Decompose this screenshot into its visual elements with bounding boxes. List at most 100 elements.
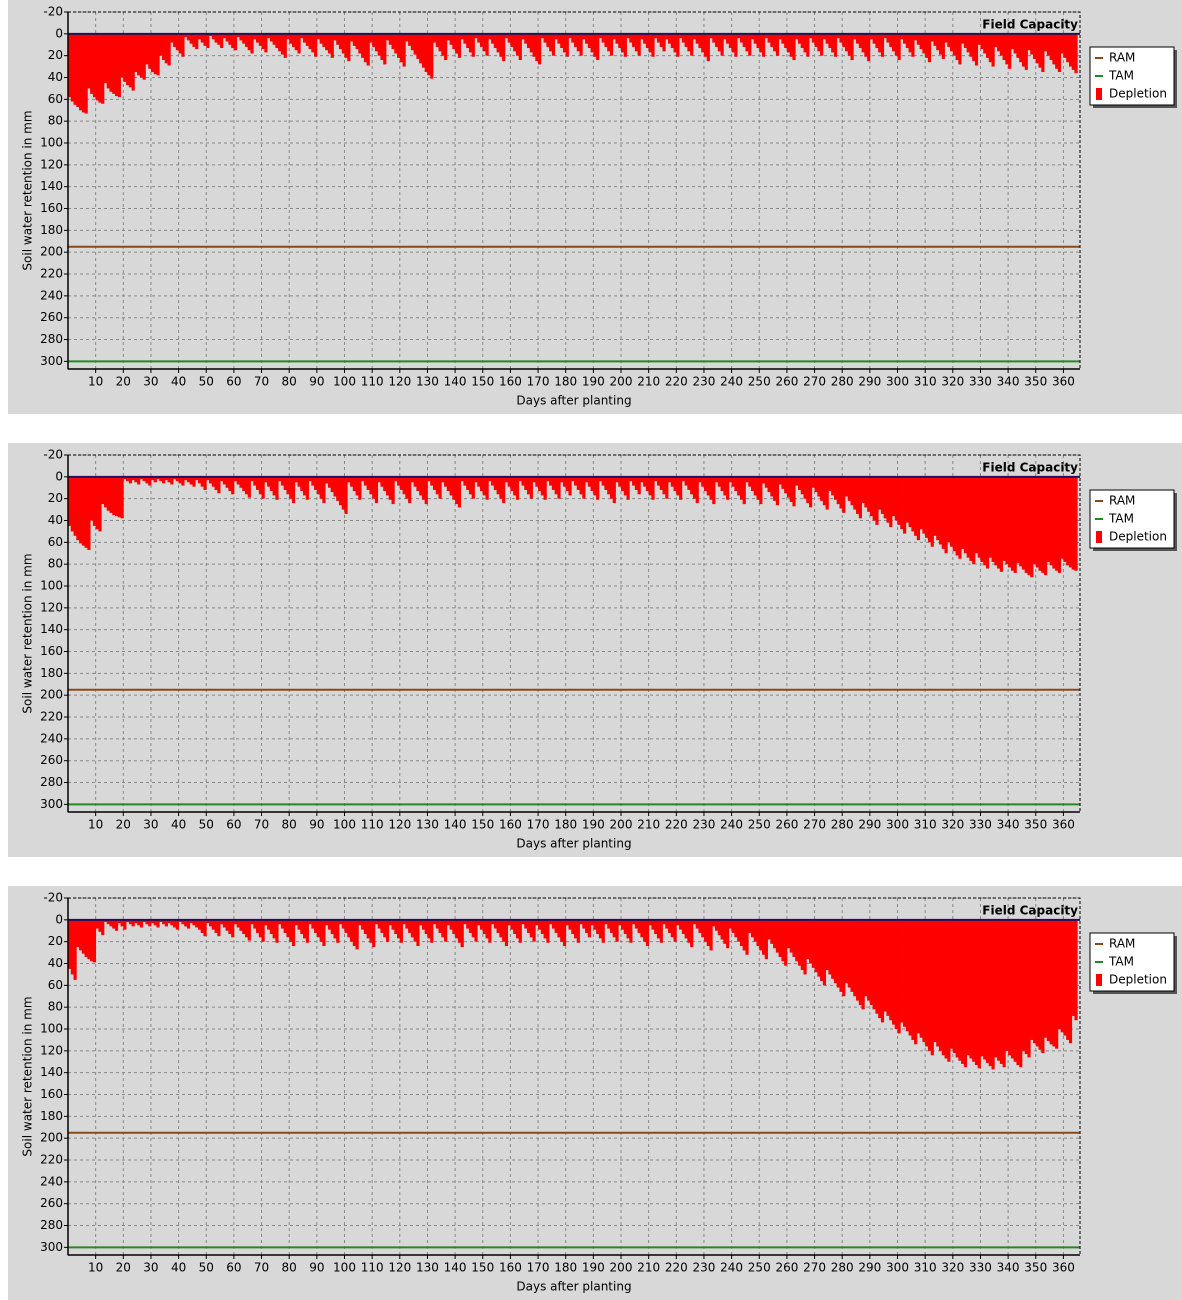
depletion-bar <box>864 476 868 508</box>
depletion-bar <box>438 33 442 52</box>
x-tick-label: 360 <box>1052 375 1075 389</box>
depletion-bar <box>92 476 97 526</box>
x-tick-label: 80 <box>282 818 297 832</box>
x-tick-label: 340 <box>997 375 1020 389</box>
depletion-bar <box>137 476 141 485</box>
depletion-bar <box>333 919 337 939</box>
depletion-bar <box>737 476 741 496</box>
depletion-bar <box>839 476 843 509</box>
depletion-bar <box>81 33 85 113</box>
depletion-bar <box>800 33 804 49</box>
y-tick-label: 160 <box>40 644 63 658</box>
depletion-bar <box>629 919 633 943</box>
depletion-bar <box>952 33 956 56</box>
depletion-bar <box>189 33 193 44</box>
depletion-bar <box>806 919 810 960</box>
x-axis-label: Days after planting <box>516 394 631 408</box>
depletion-bar <box>1052 476 1056 569</box>
depletion-bar <box>640 919 644 938</box>
x-tick-label: 160 <box>499 375 522 389</box>
depletion-bar <box>856 919 860 1001</box>
depletion-bar <box>269 33 274 42</box>
y-tick-label: 120 <box>40 600 63 614</box>
depletion-bar <box>867 476 871 512</box>
x-tick-label: 320 <box>941 818 964 832</box>
depletion-bar <box>867 33 871 62</box>
depletion-bar <box>529 33 533 53</box>
x-tick-label: 70 <box>254 818 269 832</box>
depletion-bar <box>759 33 763 53</box>
depletion-bar <box>338 476 343 506</box>
depletion-bar <box>247 33 251 51</box>
depletion-bar <box>789 476 793 502</box>
depletion-bar <box>1041 33 1045 73</box>
x-tick-label: 10 <box>88 375 103 389</box>
depletion-bar <box>927 919 932 1051</box>
depletion-bar <box>518 33 522 61</box>
depletion-bar <box>695 33 699 44</box>
depletion-bar <box>377 476 381 483</box>
x-tick-label: 250 <box>748 375 771 389</box>
depletion-bar <box>709 919 713 951</box>
depletion-bar <box>510 33 514 47</box>
depletion-bar <box>372 919 376 948</box>
depletion-bar <box>159 476 163 482</box>
x-tick-label: 210 <box>637 1261 660 1275</box>
depletion-bar <box>850 476 854 506</box>
depletion-bar <box>391 919 395 930</box>
depletion-bar <box>148 476 152 486</box>
depletion-bar <box>831 33 835 53</box>
depletion-bar <box>139 919 144 928</box>
depletion-bar <box>941 476 945 549</box>
depletion-bar <box>1010 476 1015 571</box>
depletion-bar <box>162 919 166 925</box>
depletion-bar <box>369 476 373 495</box>
depletion-bar <box>319 476 323 499</box>
depletion-bar <box>1019 476 1023 567</box>
depletion-bar <box>853 33 857 40</box>
depletion-bar <box>347 476 351 483</box>
depletion-bar <box>405 476 409 499</box>
depletion-bar <box>485 476 489 500</box>
depletion-bar <box>750 919 755 938</box>
x-tick-label: 30 <box>143 375 158 389</box>
depletion-bar <box>955 476 959 556</box>
depletion-bar <box>222 919 227 928</box>
depletion-bar <box>997 476 1001 569</box>
x-tick-label: 340 <box>997 1261 1020 1275</box>
depletion-bar <box>623 33 627 57</box>
depletion-bar <box>925 476 929 538</box>
depletion-bar <box>701 919 705 938</box>
depletion-bar <box>322 33 326 47</box>
depletion-bar <box>844 476 849 497</box>
depletion-bar <box>587 476 591 487</box>
depletion-bar <box>444 33 448 61</box>
y-tick-label: 100 <box>40 579 63 593</box>
depletion-bar <box>786 919 791 949</box>
depletion-bar <box>529 919 533 938</box>
depletion-bar <box>701 33 705 53</box>
depletion-bar <box>775 919 780 953</box>
depletion-bar <box>311 476 315 486</box>
x-tick-label: 150 <box>471 818 494 832</box>
depletion-bar <box>767 919 771 940</box>
x-tick-label: 180 <box>554 1261 577 1275</box>
depletion-bar <box>715 33 719 47</box>
depletion-bar <box>750 33 755 40</box>
depletion-bar <box>670 33 674 49</box>
depletion-bar <box>408 33 412 46</box>
depletion-bar <box>1074 33 1078 74</box>
depletion-bar <box>789 919 793 953</box>
y-axis-label: Soil water retention in mm <box>21 553 35 713</box>
depletion-bar <box>1008 476 1012 568</box>
depletion-bar <box>278 919 282 925</box>
depletion-bar <box>518 919 522 943</box>
x-tick-label: 290 <box>858 1261 881 1275</box>
depletion-bar <box>668 476 672 483</box>
depletion-bar <box>958 919 962 1061</box>
depletion-bar <box>927 33 932 63</box>
depletion-bar <box>222 476 227 485</box>
depletion-bar <box>958 33 962 65</box>
depletion-bar <box>1071 476 1075 570</box>
depletion-bar <box>858 476 862 519</box>
